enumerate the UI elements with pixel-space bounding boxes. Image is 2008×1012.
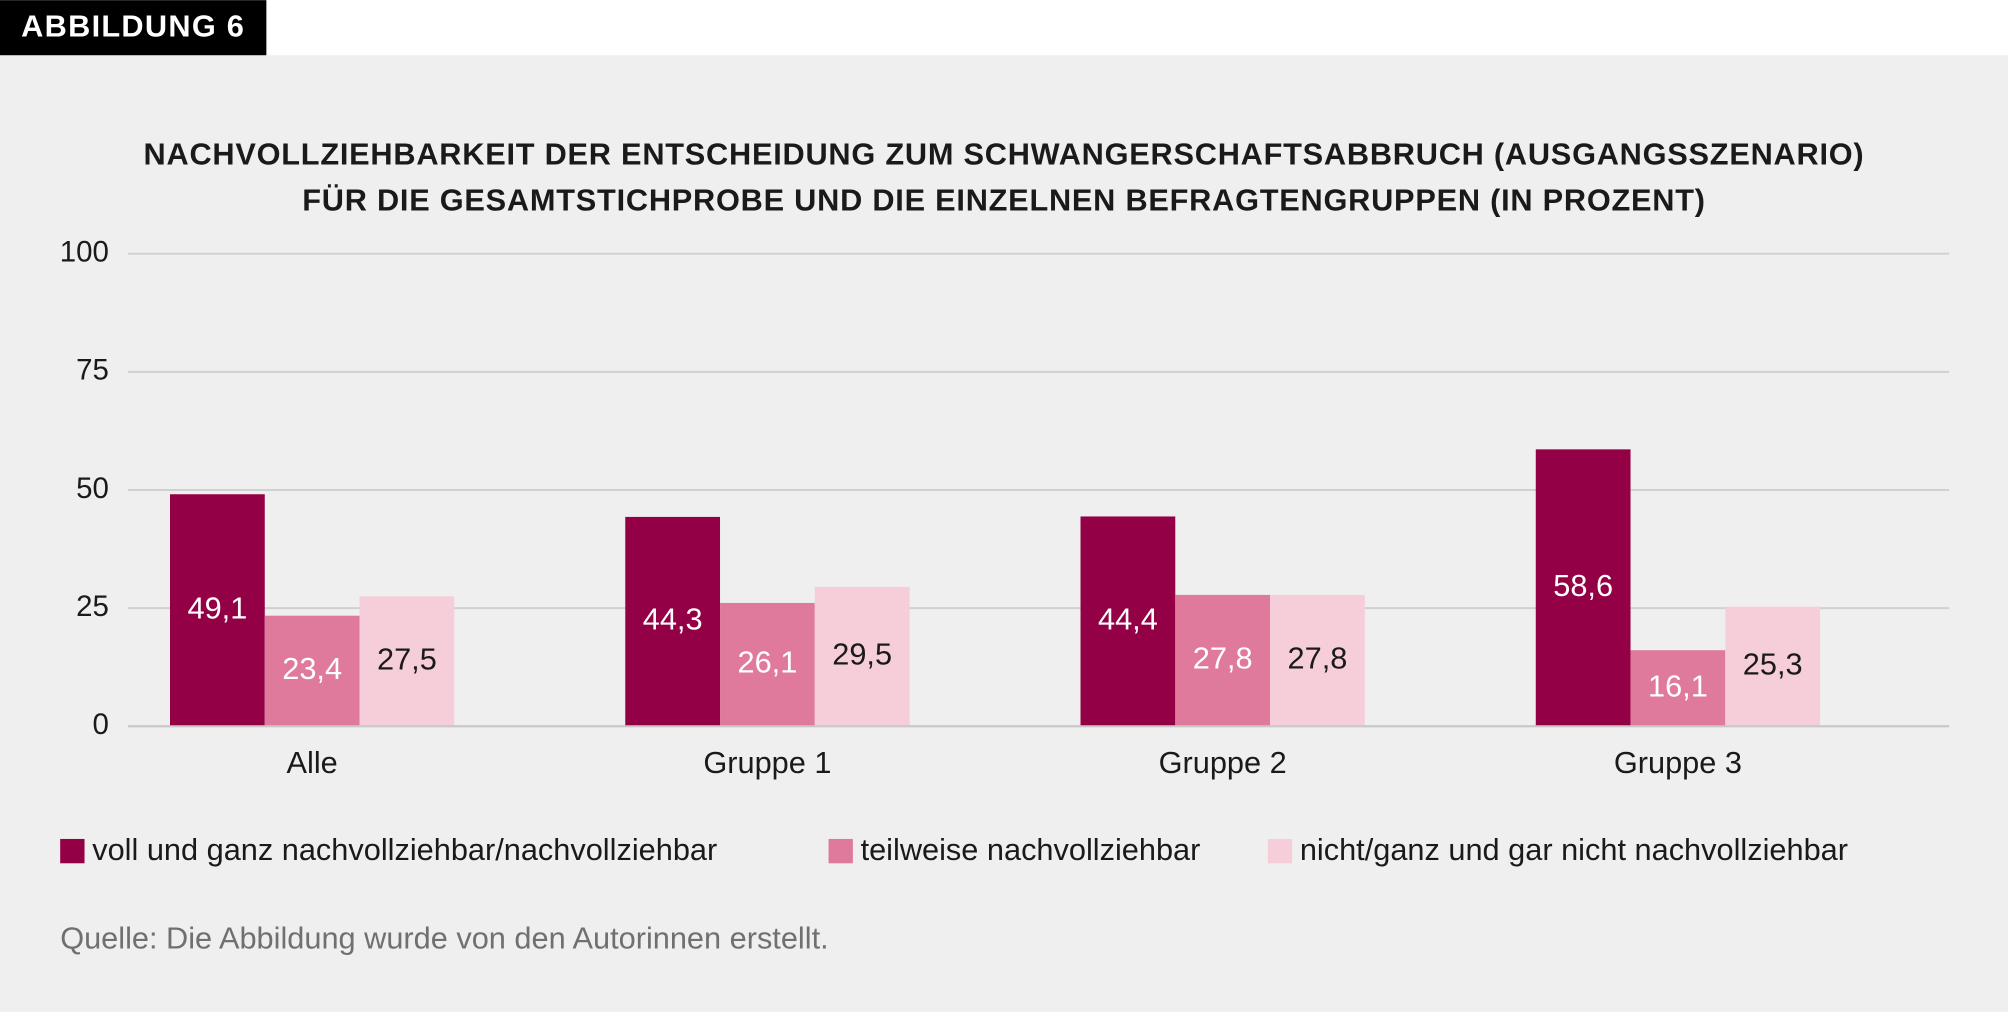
value-label: 44,3	[643, 602, 703, 637]
value-label: 26,1	[738, 645, 798, 680]
value-label: 25,3	[1743, 647, 1803, 682]
value-label: 44,4	[1098, 601, 1158, 636]
bar	[1270, 594, 1365, 727]
background	[0, 55, 2008, 1012]
bar	[625, 516, 721, 727]
source-note: Quelle: Die Abbildung wurde von den Auto…	[60, 920, 828, 955]
legend-label: nicht/ganz und gar nicht nachvollziehbar	[1300, 832, 1848, 867]
bar	[359, 596, 455, 727]
value-label: 27,8	[1288, 641, 1348, 676]
value-label: 16,1	[1648, 668, 1708, 703]
value-label: 49,1	[187, 590, 247, 625]
legend-label: voll und ganz nachvollziehbar/nachvollzi…	[92, 832, 717, 867]
y-tick-label: 75	[76, 354, 109, 387]
bar	[1080, 516, 1176, 727]
chart-title: NACHVOLLZIEHBARKEIT DER ENTSCHEIDUNG ZUM…	[144, 137, 1865, 172]
value-label: 27,5	[377, 641, 437, 676]
value-label: 23,4	[282, 651, 342, 686]
chart-title: FÜR DIE GESAMTSTICHPROBE UND DIE EINZELN…	[302, 183, 1706, 218]
bar	[720, 602, 815, 727]
y-tick-label: 25	[76, 590, 109, 623]
x-tick-label: Gruppe 3	[1614, 745, 1742, 780]
y-tick-label: 100	[60, 236, 109, 269]
bar	[264, 615, 360, 727]
bar	[1725, 606, 1821, 727]
x-tick-label: Gruppe 2	[1159, 745, 1287, 780]
value-label: 27,8	[1193, 641, 1253, 676]
x-tick-label: Alle	[287, 745, 338, 780]
legend-swatch	[60, 838, 85, 864]
bar	[170, 494, 265, 727]
bar	[814, 586, 910, 727]
y-tick-label: 0	[92, 708, 108, 741]
y-tick-label: 50	[76, 472, 109, 505]
legend-swatch	[1267, 838, 1293, 864]
bar	[1630, 650, 1726, 727]
legend-label: teilweise nachvollziehbar	[861, 832, 1201, 867]
bar	[1175, 594, 1271, 727]
figure-label: ABBILDUNG 6	[21, 8, 245, 43]
value-label: 29,5	[832, 637, 892, 672]
figure-label-box	[0, 0, 267, 56]
value-label: 58,6	[1553, 568, 1613, 603]
x-tick-label: Gruppe 1	[703, 745, 831, 780]
legend-swatch	[828, 838, 853, 864]
bar	[1535, 449, 1631, 727]
